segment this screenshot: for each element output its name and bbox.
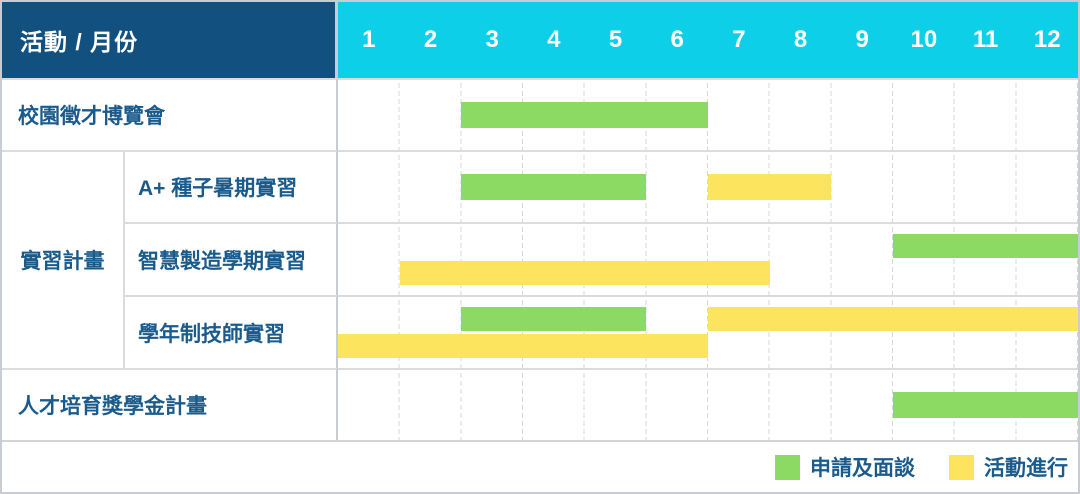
gantt-bar-activity [338,334,708,358]
group-label-internship-program: 實習計畫 [2,150,125,368]
month-tick: 9 [855,26,869,53]
gantt-bar-apply [461,307,647,331]
month-tick: 1 [362,26,376,53]
legend-label-apply: 申請及面談 [810,457,915,480]
month-tick: 5 [608,26,623,53]
month-tick: 6 [670,26,684,53]
month-tick: 7 [732,26,746,53]
gantt-bar-apply [893,392,1078,418]
gantt-bar-activity [708,307,1078,331]
gantt-bar-activity [399,261,770,285]
gantt-bar-apply [461,174,647,200]
timeline-row-campus-fair [338,78,1078,150]
month-header-row: 1 2 3 4 5 6 7 8 9 10 11 12 [338,2,1078,78]
task-label-scholarship-program: 人才培育獎學金計畫 [2,368,338,440]
legend-label-activity: 活動進行 [984,457,1068,480]
month-tick: 8 [793,26,808,53]
timeline-row-smart-manufacturing-internship [338,222,1078,295]
task-label-smart-manufacturing-internship: 智慧製造學期實習 [125,222,338,295]
month-tick: 11 [972,26,999,53]
task-label-campus-fair: 校園徵才博覽會 [2,78,338,150]
month-tick: 3 [485,26,499,53]
month-tick: 4 [547,26,561,53]
task-label-aplus-summer-internship: A+ 種子暑期實習 [125,150,338,222]
timeline-row-aplus-summer-internship [338,150,1078,222]
legend-swatch-activity [949,454,974,480]
timeline-row-scholarship-program [338,368,1078,440]
legend: 申請及面談 活動進行 [2,440,1078,492]
month-tick: 12 [1033,26,1061,53]
timeline-row-academic-year-technician-internship [338,295,1078,368]
legend-swatch-apply [775,454,800,480]
header-corner-cell: 活動 / 月份 [2,2,338,78]
month-tick: 10 [910,26,938,53]
gantt-bar-apply [461,102,708,128]
month-tick: 2 [423,26,438,53]
corner-label: 活動 / 月份 [20,29,139,55]
gantt-bar-activity [708,174,832,200]
task-label-academic-year-technician-internship: 學年制技師實習 [125,295,338,368]
gantt-bar-apply [893,234,1078,258]
